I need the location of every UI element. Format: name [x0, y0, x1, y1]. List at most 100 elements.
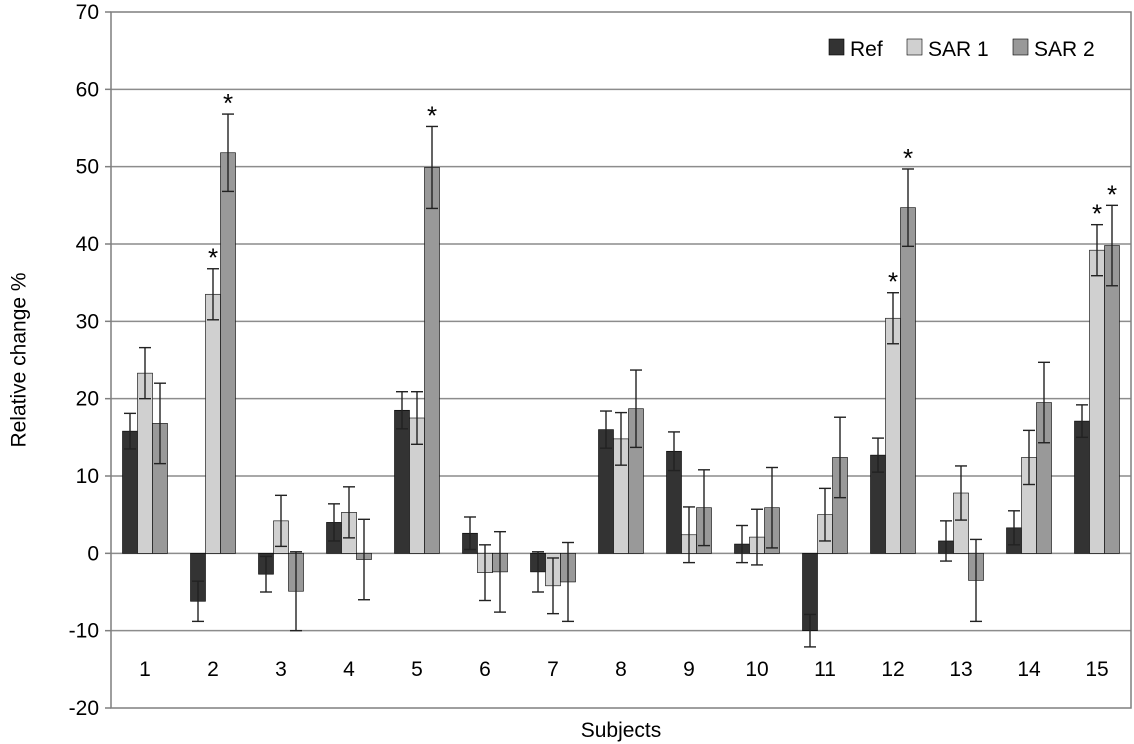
y-tick-label: 50	[76, 156, 99, 179]
legend-label: SAR 1	[928, 38, 989, 61]
error-bar	[1038, 361, 1050, 444]
error-bar	[154, 382, 166, 465]
significance-star: *	[1107, 179, 1117, 209]
error-bar	[328, 503, 340, 542]
error-bar	[668, 431, 680, 472]
legend-swatch	[1012, 38, 1029, 56]
error-bar	[562, 541, 574, 623]
x-tick-label: 1	[139, 658, 151, 681]
bar-sar-2	[900, 207, 916, 554]
bar-sar-2	[220, 152, 236, 554]
bars-layer	[122, 152, 1120, 631]
error-bar	[547, 557, 559, 615]
y-axis-ticks: -20 -10 0 10 20 30 40 50 60 70	[69, 1, 111, 720]
x-tick-label: 14	[1017, 658, 1041, 681]
significance-star: *	[427, 100, 437, 130]
y-tick-label: -20	[69, 697, 99, 720]
y-tick-label: -10	[69, 620, 99, 643]
y-tick-label: 0	[87, 542, 99, 565]
error-bar	[411, 391, 423, 445]
x-tick-label: 10	[745, 658, 768, 681]
error-bar	[479, 544, 491, 602]
error-bar	[532, 551, 544, 593]
significance-star: *	[1092, 199, 1102, 229]
error-bar	[615, 411, 627, 466]
error-bar	[1008, 510, 1020, 546]
error-bar	[1023, 429, 1035, 486]
x-tick-label: 7	[547, 658, 559, 681]
error-bar	[630, 369, 642, 449]
x-tick-label: 4	[343, 658, 355, 681]
y-axis-title: Relative change %	[8, 272, 31, 447]
significance-star: *	[888, 267, 898, 297]
error-bar	[343, 486, 355, 539]
y-tick-label: 10	[76, 465, 99, 488]
error-bar	[207, 268, 219, 321]
error-bar	[970, 538, 982, 623]
error-bar	[736, 524, 748, 564]
x-tick-label: 13	[949, 658, 972, 681]
x-tick-label: 9	[683, 658, 695, 681]
error-bar	[358, 518, 370, 601]
error-bar	[872, 437, 884, 473]
bar-sar-2	[1104, 245, 1120, 554]
significance-star: *	[223, 88, 233, 118]
significance-star: *	[208, 243, 218, 273]
bar-sar-1	[1089, 249, 1105, 554]
bar-sar-1	[885, 317, 901, 554]
error-bar	[1076, 404, 1088, 439]
legend-item: Ref	[828, 38, 883, 61]
x-tick-label: 5	[411, 658, 423, 681]
error-bar	[766, 466, 778, 549]
error-bars-layer	[124, 113, 1118, 648]
error-bar	[275, 494, 287, 548]
legend: Ref SAR 1 SAR 2	[828, 38, 1095, 61]
y-tick-label: 70	[76, 1, 99, 24]
error-bar	[600, 410, 612, 449]
error-bar	[804, 613, 816, 648]
plot-frame	[110, 11, 1132, 709]
x-tick-label: 2	[207, 658, 219, 681]
error-bar	[426, 125, 438, 210]
error-bar	[834, 416, 846, 499]
significance-markers: ** *****	[208, 88, 1117, 297]
error-bar	[887, 292, 899, 345]
error-bar	[683, 506, 695, 564]
x-tick-label: 8	[615, 658, 627, 681]
y-tick-label: 60	[76, 78, 99, 101]
legend-label: Ref	[850, 38, 883, 61]
x-axis-ticks: 1 2 3 4 5 6 7 8 9 10 11 12 13 14 15	[139, 658, 1109, 681]
error-bar	[902, 168, 914, 248]
error-bar	[698, 469, 710, 547]
error-bar	[464, 516, 476, 551]
y-tick-label: 40	[76, 233, 99, 256]
legend-item: SAR 2	[1012, 38, 1095, 61]
error-bar	[124, 412, 136, 450]
y-tick-label: 30	[76, 310, 99, 333]
legend-swatch	[906, 38, 923, 56]
y-tick-label: 20	[76, 388, 99, 411]
error-bar	[260, 555, 272, 593]
error-bar	[1106, 204, 1118, 287]
error-bar	[955, 465, 967, 521]
bar-sar-2	[424, 167, 440, 554]
x-tick-label: 12	[881, 658, 904, 681]
error-bar	[819, 487, 831, 542]
legend-item: SAR 1	[906, 38, 989, 61]
x-tick-label: 15	[1085, 658, 1108, 681]
bar-ref	[394, 409, 410, 554]
bar-ref	[1074, 420, 1090, 554]
error-bar	[1091, 223, 1103, 277]
x-tick-label: 3	[275, 658, 287, 681]
bar-sar-1	[137, 372, 153, 554]
bar-sar-1	[205, 293, 221, 554]
error-bar	[940, 520, 952, 562]
error-bar	[751, 508, 763, 566]
error-bar	[494, 530, 506, 613]
legend-swatch	[828, 38, 845, 56]
error-bar	[192, 580, 204, 623]
error-bar	[290, 551, 302, 632]
significance-star: *	[903, 143, 913, 173]
x-axis-title: Subjects	[581, 719, 662, 742]
